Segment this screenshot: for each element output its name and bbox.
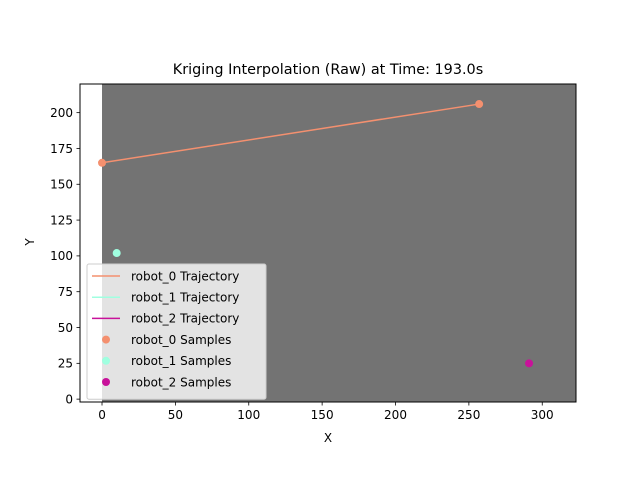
y-tick-label: 200 — [50, 106, 73, 120]
sample-point — [475, 100, 484, 109]
x-tick-label: 300 — [531, 408, 554, 422]
x-tick-label: 50 — [168, 408, 183, 422]
axes-frame — [79, 83, 577, 403]
x-tick-label: 250 — [457, 408, 480, 422]
y-tick-label: 175 — [50, 142, 73, 156]
y-tick-label: 150 — [50, 178, 73, 192]
x-tick-label: 200 — [384, 408, 407, 422]
legend-entry-label: robot_0 Trajectory — [131, 269, 239, 283]
x-axis-label: X — [324, 431, 332, 445]
y-tick-label: 75 — [58, 285, 73, 299]
legend: robot_0 Trajectory robot_1 Trajectory robo… — [86, 263, 267, 400]
sample-point — [112, 249, 121, 258]
sample-point — [98, 158, 107, 167]
x-axis: 0 50 100 150 200 250 300 — [98, 402, 554, 422]
legend-entry-label: robot_1 Samples — [131, 354, 231, 368]
legend-marker-swatch — [102, 356, 110, 365]
data-marks — [98, 100, 534, 368]
legend-box — [86, 263, 267, 400]
x-tick-label: 100 — [237, 408, 260, 422]
legend-marker-swatch — [102, 378, 110, 386]
legend-entry-label: robot_0 Samples — [131, 333, 231, 347]
y-axis: 0 25 50 75 100 125 150 175 200 — [50, 106, 80, 406]
trajectory-line-0 — [101, 103, 480, 164]
y-tick-label: 125 — [50, 213, 73, 227]
legend-marker-swatch — [102, 335, 110, 344]
legend-entry-label: robot_2 Samples — [131, 375, 231, 389]
y-axis-label: Y — [23, 238, 37, 247]
y-tick-label: 50 — [58, 321, 73, 335]
sample-point — [525, 359, 534, 368]
y-tick-label: 0 — [65, 392, 73, 406]
y-tick-label: 25 — [58, 357, 73, 371]
legend-entry-label: robot_1 Trajectory — [131, 291, 239, 305]
y-tick-label: 100 — [50, 249, 73, 263]
x-tick-label: 150 — [311, 408, 334, 422]
legend-entry-label: robot_2 Trajectory — [131, 312, 239, 326]
plot-area — [79, 83, 577, 403]
chart-title: Kriging Interpolation (Raw) at Time: 193… — [173, 62, 483, 78]
x-tick-label: 0 — [98, 408, 106, 422]
